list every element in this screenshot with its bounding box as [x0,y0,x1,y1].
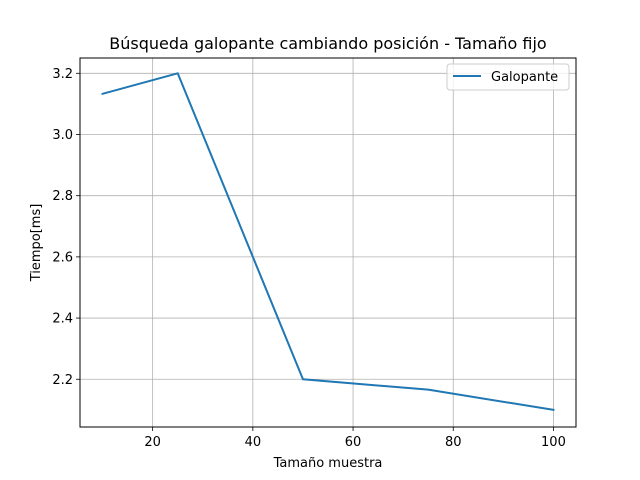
y-tick-label: 2.4 [52,312,73,327]
x-tick-label: 60 [345,435,362,450]
x-tick-label: 20 [144,435,161,450]
legend: Galopante [446,63,570,91]
x-tick-label: 40 [245,435,262,450]
y-tick-label: 2.2 [52,373,73,388]
legend-label: Galopante [491,70,558,85]
y-axis-ticks: 2.2 2.4 2.6 2.8 3.0 3.2 [52,67,80,388]
x-axis-ticks: 20 40 60 80 100 [144,427,566,450]
series-layer [101,72,555,412]
y-tick-label: 3.2 [52,67,73,82]
y-tick-label: 3.0 [52,128,73,143]
chart-title: Búsqueda galopante cambiando posición - … [109,34,546,53]
grid-lines [80,58,576,427]
series-line-galopante [101,72,555,412]
plot-frame [79,57,577,428]
y-tick-label: 2.8 [52,189,73,204]
x-tick-label: 100 [541,435,566,450]
x-axis-title: Tamaño muestra [273,456,383,471]
x-tick-label: 80 [445,435,462,450]
y-tick-label: 2.6 [52,250,73,265]
legend-box [446,63,570,91]
y-axis-title: Tiempo[ms] [29,204,44,283]
